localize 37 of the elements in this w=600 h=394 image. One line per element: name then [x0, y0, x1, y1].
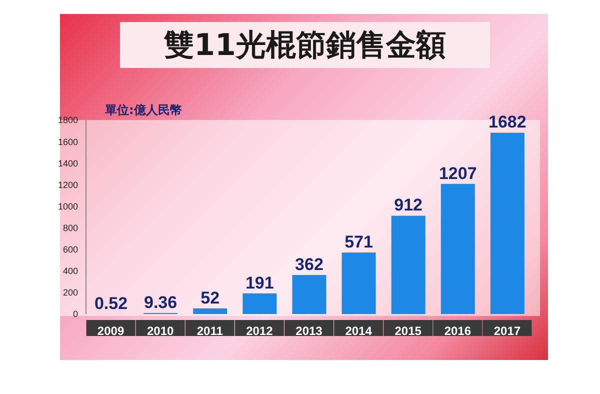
x-tick-label: 2013: [296, 324, 323, 338]
data-label: 362: [295, 254, 324, 274]
x-tick-label: 2015: [394, 324, 422, 338]
y-tick-label: 200: [62, 288, 78, 298]
data-label: 191: [245, 273, 274, 292]
y-tick-label: 1400: [58, 158, 78, 168]
y-tick-label: 0: [72, 309, 78, 320]
y-tick-label: 1000: [58, 201, 78, 212]
x-tick-label: 2014: [345, 324, 372, 338]
data-label: 9.36: [144, 292, 178, 312]
x-tick-label: 2016: [444, 324, 472, 338]
data-label: 1682: [488, 112, 526, 132]
data-label: 571: [344, 232, 373, 252]
data-label: 1207: [438, 164, 477, 183]
bar: [242, 293, 277, 314]
x-tick-label: 2012: [246, 324, 274, 338]
bar: [391, 216, 426, 314]
data-label: 0.52: [94, 294, 128, 313]
data-label: 52: [200, 288, 220, 308]
y-tick-label: 1200: [58, 180, 78, 190]
bar: [440, 184, 475, 314]
chart-title: 雙11光棍節銷售金額: [120, 22, 490, 68]
y-axis-title: 單位:億人民幣: [105, 102, 182, 119]
x-tick-label: 2011: [196, 324, 224, 338]
bar: [193, 308, 228, 314]
y-tick-label: 1800: [58, 115, 78, 126]
bar: [490, 132, 524, 314]
data-label: 912: [394, 196, 423, 215]
x-tick-label: 2009: [97, 324, 124, 338]
x-tick-label: 2010: [146, 324, 174, 338]
y-tick-label: 800: [62, 222, 78, 233]
bar: [292, 274, 326, 314]
x-tick-label: 2017: [494, 324, 521, 338]
y-tick-label: 400: [62, 266, 78, 276]
y-tick-label: 1600: [58, 136, 78, 147]
y-tick-label: 600: [62, 244, 78, 255]
bar: [342, 252, 376, 314]
